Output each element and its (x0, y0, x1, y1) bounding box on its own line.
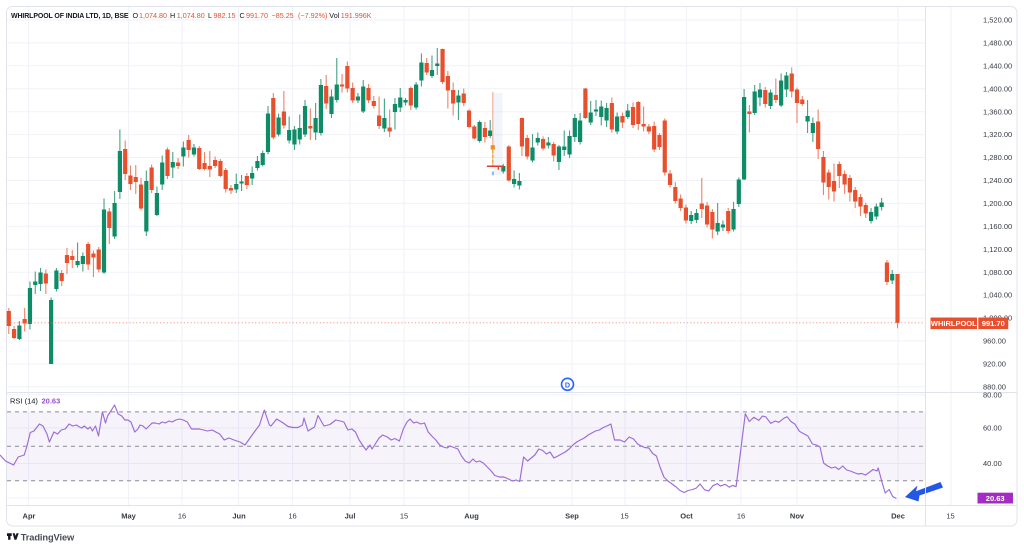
svg-text:1,320.00: 1,320.00 (983, 130, 1012, 139)
svg-text:Apr: Apr (23, 512, 36, 521)
svg-text:40.00: 40.00 (983, 459, 1002, 468)
svg-text:Jul: Jul (345, 512, 356, 521)
svg-text:20.63: 20.63 (42, 396, 61, 405)
svg-text:15: 15 (620, 512, 628, 521)
svg-text:1,040.00: 1,040.00 (983, 291, 1012, 300)
svg-text:C: C (240, 11, 245, 20)
svg-text:WHIRLPOOL: WHIRLPOOL (931, 319, 977, 328)
svg-text:20.63: 20.63 (986, 494, 1005, 503)
svg-text:60.00: 60.00 (983, 424, 1002, 433)
svg-text:Dec: Dec (891, 512, 905, 521)
svg-text:991.70: 991.70 (982, 319, 1005, 328)
svg-text:991.70: 991.70 (246, 11, 268, 20)
svg-text:982.15: 982.15 (214, 11, 236, 20)
svg-text:1,080.00: 1,080.00 (983, 268, 1012, 277)
svg-text:960.00: 960.00 (983, 337, 1006, 346)
svg-text:Sep: Sep (565, 512, 579, 521)
svg-text:1,120.00: 1,120.00 (983, 245, 1012, 254)
svg-text:D: D (565, 380, 570, 389)
svg-text:1,520.00: 1,520.00 (983, 16, 1012, 25)
svg-text:1,160.00: 1,160.00 (983, 222, 1012, 231)
svg-text:1,400.00: 1,400.00 (983, 84, 1012, 93)
svg-text:(−7.92%): (−7.92%) (298, 11, 327, 20)
svg-text:L: L (208, 11, 212, 20)
svg-text:O: O (133, 11, 139, 20)
svg-text:16: 16 (288, 512, 296, 521)
svg-text:920.00: 920.00 (983, 360, 1006, 369)
svg-text:H: H (170, 11, 175, 20)
svg-text:80.00: 80.00 (983, 390, 1002, 399)
svg-text:1,240.00: 1,240.00 (983, 176, 1012, 185)
svg-text:16: 16 (737, 512, 745, 521)
svg-text:−85.25: −85.25 (272, 11, 294, 20)
svg-text:15: 15 (946, 512, 954, 521)
svg-text:15: 15 (400, 512, 408, 521)
svg-text:WHIRLPOOL OF INDIA LTD, 1D, BS: WHIRLPOOL OF INDIA LTD, 1D, BSE (11, 13, 129, 20)
svg-text:Vol: Vol (329, 11, 339, 20)
svg-text:1,440.00: 1,440.00 (983, 61, 1012, 70)
svg-text:Nov: Nov (790, 512, 805, 521)
svg-text:1,074.80: 1,074.80 (139, 11, 167, 20)
svg-text:1,200.00: 1,200.00 (983, 199, 1012, 208)
svg-text:1,360.00: 1,360.00 (983, 107, 1012, 116)
svg-text:1,074.80: 1,074.80 (177, 11, 205, 20)
svg-text:1,280.00: 1,280.00 (983, 153, 1012, 162)
svg-text:Aug: Aug (464, 512, 479, 521)
svg-text:TradingView: TradingView (21, 532, 75, 542)
svg-text:880.00: 880.00 (983, 382, 1006, 391)
svg-text:16: 16 (178, 512, 186, 521)
svg-text:Oct: Oct (680, 512, 693, 521)
svg-text:RSI (14): RSI (14) (10, 396, 38, 405)
svg-text:May: May (121, 512, 136, 521)
svg-text:Jun: Jun (232, 512, 246, 521)
svg-text:1,480.00: 1,480.00 (983, 39, 1012, 48)
svg-text:191.996K: 191.996K (341, 11, 372, 20)
